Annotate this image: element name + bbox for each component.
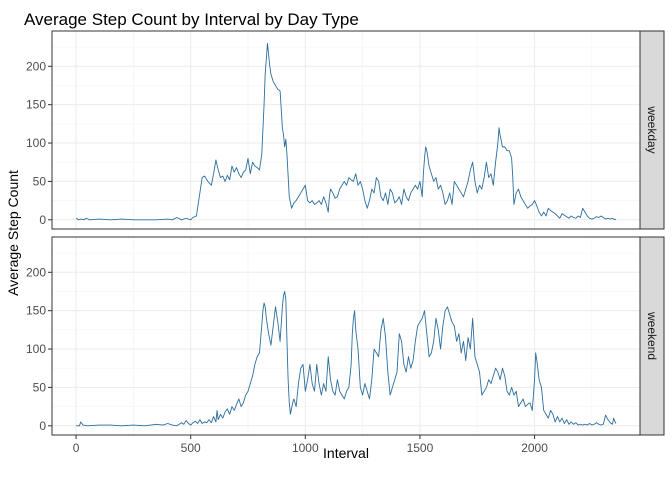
- series-line-weekday: [75, 42, 617, 221]
- y-tick-label: 150: [26, 304, 46, 318]
- panel-background: [52, 31, 640, 229]
- x-tick-label: 1000: [292, 441, 319, 455]
- x-tick-label: 0: [73, 441, 80, 455]
- chart-title: Average Step Count by Interval by Day Ty…: [24, 10, 359, 29]
- y-tick-label: 200: [26, 59, 46, 73]
- y-tick-label: 100: [26, 136, 46, 150]
- y-tick-label: 100: [26, 342, 46, 356]
- panel-weekend: weekend 0 50 100 150 200: [26, 236, 665, 436]
- x-tick-label: 2000: [521, 441, 548, 455]
- x-axis: 0 500 1000 1500 2000: [73, 435, 548, 455]
- y-tick-label: 0: [39, 213, 46, 227]
- x-axis-title: Interval: [323, 445, 369, 461]
- y-axis-title: Average Step Count: [5, 170, 21, 296]
- strip-weekday: [639, 30, 665, 230]
- strip-label-weekday: weekday: [645, 105, 659, 153]
- x-tick-label: 500: [181, 441, 201, 455]
- y-axis-weekend: 0 50 100 150 200: [26, 265, 52, 433]
- y-tick-label: 200: [26, 265, 46, 279]
- panel-background: [52, 237, 640, 435]
- panel-grid: [52, 237, 640, 435]
- y-axis-weekday: 0 50 100 150 200: [26, 59, 52, 227]
- panel-weekday: weekday 0 50 100 150 200: [26, 30, 665, 230]
- x-tick-label: 1500: [407, 441, 434, 455]
- y-tick-label: 150: [26, 98, 46, 112]
- panel-grid: [52, 31, 640, 229]
- series-line-weekend: [76, 291, 617, 427]
- strip-label-weekend: weekend: [645, 311, 659, 360]
- y-tick-label: 0: [39, 419, 46, 433]
- y-tick-label: 50: [33, 380, 47, 394]
- strip-weekend: [639, 236, 665, 436]
- y-tick-label: 50: [33, 174, 47, 188]
